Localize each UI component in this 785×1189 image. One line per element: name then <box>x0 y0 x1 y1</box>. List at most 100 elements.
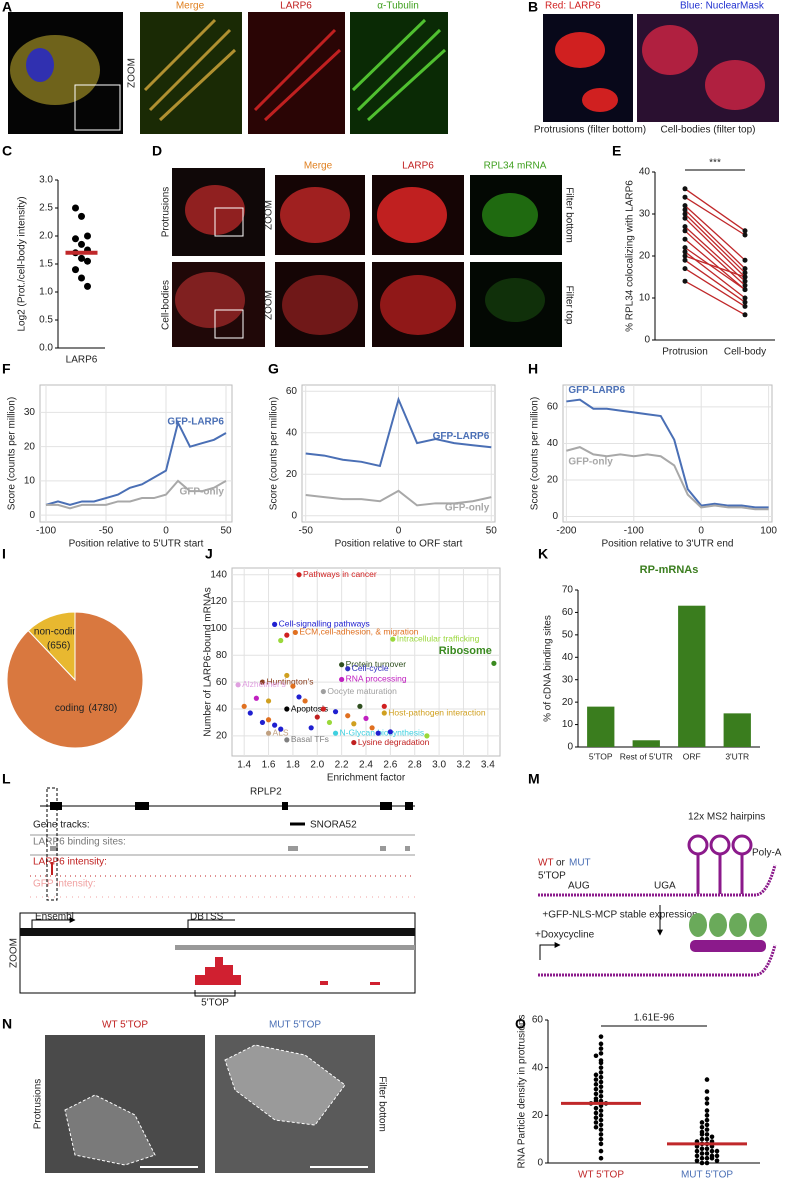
label: Protrusions <box>161 187 172 238</box>
annotation: *** <box>709 158 721 169</box>
x-tick-label: 3.4 <box>481 760 495 771</box>
point <box>351 739 357 746</box>
x-tick-label: 1.4 <box>237 760 251 771</box>
dot <box>78 254 85 262</box>
dot <box>709 1134 715 1140</box>
label: LARP6 intensity: <box>33 857 107 868</box>
point <box>235 682 241 688</box>
panel-letter: G <box>268 361 279 377</box>
y-axis-label: % of cDNA binding sites <box>543 615 554 722</box>
y-tick-label: 2.0 <box>39 231 53 242</box>
x-tick-label: 1.6 <box>262 760 276 771</box>
point-label: Huntington's <box>266 676 313 686</box>
signal <box>195 957 380 985</box>
series-line <box>45 419 227 506</box>
annotation: 1.61E-96 <box>634 1013 675 1024</box>
dot <box>598 1127 604 1132</box>
x-tick-label: 100 <box>760 526 777 537</box>
dot <box>682 224 688 230</box>
y-tick-label: 20 <box>547 475 559 486</box>
y-tick-label: 30 <box>639 209 651 220</box>
point <box>265 698 272 704</box>
y-tick-label: 20 <box>216 730 228 741</box>
panel-letter: J <box>205 546 213 562</box>
y-tick-label: 100 <box>210 623 227 634</box>
label: Cell-bodies <box>161 280 172 330</box>
dot <box>714 1158 720 1163</box>
panel-letter: K <box>538 546 548 562</box>
pie-slice <box>6 611 144 749</box>
dot <box>682 278 688 284</box>
dot <box>714 1148 720 1154</box>
x-tick-label: WT 5'TOP <box>578 1170 624 1181</box>
point <box>345 713 351 719</box>
label: Gene tracks: <box>33 820 90 831</box>
dot <box>598 1141 604 1147</box>
x-tick-label: 2.4 <box>359 760 373 771</box>
y-tick-label: 20 <box>532 1110 544 1121</box>
pair-line <box>684 230 746 286</box>
zoom-box <box>74 84 121 131</box>
dot <box>598 1122 604 1128</box>
point-label: Pathways in cancer <box>303 569 377 579</box>
point <box>247 710 253 716</box>
pair-line <box>684 238 746 291</box>
series-line <box>305 396 492 468</box>
dot <box>598 1113 604 1118</box>
y-tick-label: 2.5 <box>39 203 53 214</box>
x-tick-label: ORF <box>683 751 701 761</box>
label: Filter top <box>563 286 574 325</box>
dot <box>742 270 748 276</box>
exon <box>380 802 392 810</box>
label: ZOOM <box>127 58 138 88</box>
pair-line <box>684 217 746 278</box>
point-label: Protein turnover <box>346 659 407 669</box>
label: UGA <box>654 881 676 892</box>
point <box>320 706 326 712</box>
point <box>284 706 290 712</box>
point <box>278 726 284 732</box>
nucleus <box>26 48 54 82</box>
point <box>369 725 375 731</box>
dot <box>593 1124 599 1130</box>
x-tick-label: 50 <box>486 526 498 537</box>
dot <box>704 1122 710 1128</box>
series-line <box>46 479 227 510</box>
cell <box>642 25 698 75</box>
y-tick-label: 120 <box>210 596 227 607</box>
panel-letter: O <box>515 1016 526 1032</box>
y-tick-label: 50 <box>562 629 574 640</box>
label: MUT 5'TOP <box>269 1020 321 1031</box>
dot <box>709 1155 715 1161</box>
y-tick-label: 80 <box>216 650 228 661</box>
dot <box>72 204 79 212</box>
cell <box>482 193 538 237</box>
x-axis-label: Enrichment factor <box>327 773 406 784</box>
x-axis-label: Position relative to ORF start <box>335 539 463 550</box>
arrow <box>539 942 561 960</box>
point <box>345 666 351 672</box>
point <box>357 703 363 709</box>
dot <box>598 1034 604 1039</box>
dot <box>704 1101 710 1106</box>
point <box>253 695 259 701</box>
sequence <box>20 928 415 936</box>
y-tick-label: 60 <box>532 1015 544 1026</box>
dot <box>598 1060 604 1066</box>
dot <box>593 1053 599 1059</box>
outline <box>64 1094 156 1166</box>
y-tick-label: 0 <box>552 511 558 522</box>
y-tick-label: 0 <box>29 510 35 521</box>
y-tick-label: 20 <box>286 469 298 480</box>
hairpin <box>731 834 753 856</box>
series-line <box>305 489 492 507</box>
dot <box>704 1113 710 1118</box>
label: ZOOM <box>9 938 20 968</box>
bracket <box>194 990 236 997</box>
x-tick-label: 50 <box>220 526 232 537</box>
dot <box>84 232 91 240</box>
x-tick-label: 2.2 <box>335 760 349 771</box>
y-tick-label: 0 <box>644 335 650 346</box>
cell <box>582 88 618 112</box>
